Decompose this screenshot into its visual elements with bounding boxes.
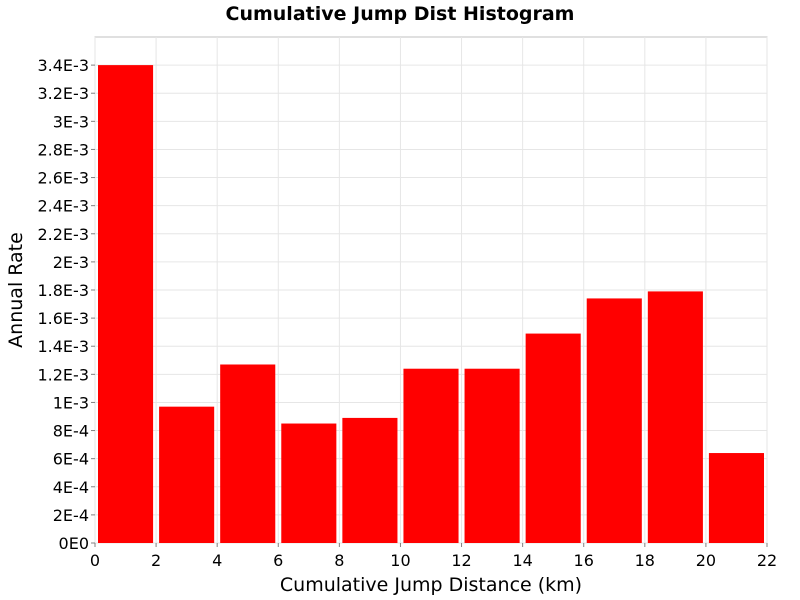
histogram-bar: [464, 368, 520, 543]
y-tick-label: 1.8E-3: [37, 281, 89, 300]
x-tick-label: 6: [273, 551, 283, 570]
x-tick-label: 18: [635, 551, 655, 570]
x-axis-ticks: 0 2 4 6 8 10 12 14 16 18 20 22: [90, 543, 777, 570]
y-tick-label: 3E-3: [53, 112, 89, 131]
histogram-bar: [98, 65, 154, 543]
histogram-bar: [708, 453, 764, 543]
x-axis-label: Cumulative Jump Distance (km): [280, 574, 582, 596]
y-tick-label: 1.4E-3: [37, 337, 89, 356]
histogram-bar: [159, 406, 215, 543]
x-tick-label: 20: [696, 551, 716, 570]
histogram-bar: [281, 423, 337, 543]
y-tick-label: 4E-4: [53, 478, 89, 497]
histogram-bar: [342, 417, 398, 543]
y-tick-label: 3.2E-3: [37, 84, 89, 103]
y-tick-label: 2.2E-3: [37, 225, 89, 244]
x-tick-label: 22: [757, 551, 777, 570]
y-tick-label: 8E-4: [53, 422, 89, 441]
x-tick-label: 12: [451, 551, 471, 570]
y-tick-label: 1.6E-3: [37, 309, 89, 328]
histogram-bar: [220, 364, 276, 543]
x-tick-label: 0: [90, 551, 100, 570]
y-tick-label: 2.8E-3: [37, 140, 89, 159]
histogram-bar: [647, 291, 703, 543]
y-tick-label: 1.2E-3: [37, 365, 89, 384]
y-tick-label: 0E0: [59, 534, 89, 553]
y-tick-label: 3.4E-3: [37, 56, 89, 75]
histogram-bar: [403, 368, 459, 543]
bars: [98, 65, 764, 543]
y-axis-ticks: 0E0 2E-4 4E-4 6E-4 8E-4 1E-3 1.2E-3 1.4E-3 1.6E-…: [37, 56, 95, 553]
y-tick-label: 2E-4: [53, 506, 89, 525]
histogram-bar: [525, 333, 581, 543]
histogram-bar: [586, 298, 642, 543]
x-tick-label: 4: [212, 551, 222, 570]
x-tick-label: 14: [512, 551, 532, 570]
x-tick-label: 8: [334, 551, 344, 570]
x-tick-label: 2: [151, 551, 161, 570]
x-tick-label: 10: [390, 551, 410, 570]
y-tick-label: 1E-3: [53, 393, 89, 412]
y-tick-label: 2E-3: [53, 253, 89, 272]
y-tick-label: 2.6E-3: [37, 169, 89, 188]
y-axis-label: Annual Rate: [5, 232, 27, 348]
y-tick-label: 6E-4: [53, 450, 89, 469]
chart-title: Cumulative Jump Dist Histogram: [226, 3, 575, 25]
y-tick-label: 2.4E-3: [37, 197, 89, 216]
x-tick-label: 16: [574, 551, 594, 570]
